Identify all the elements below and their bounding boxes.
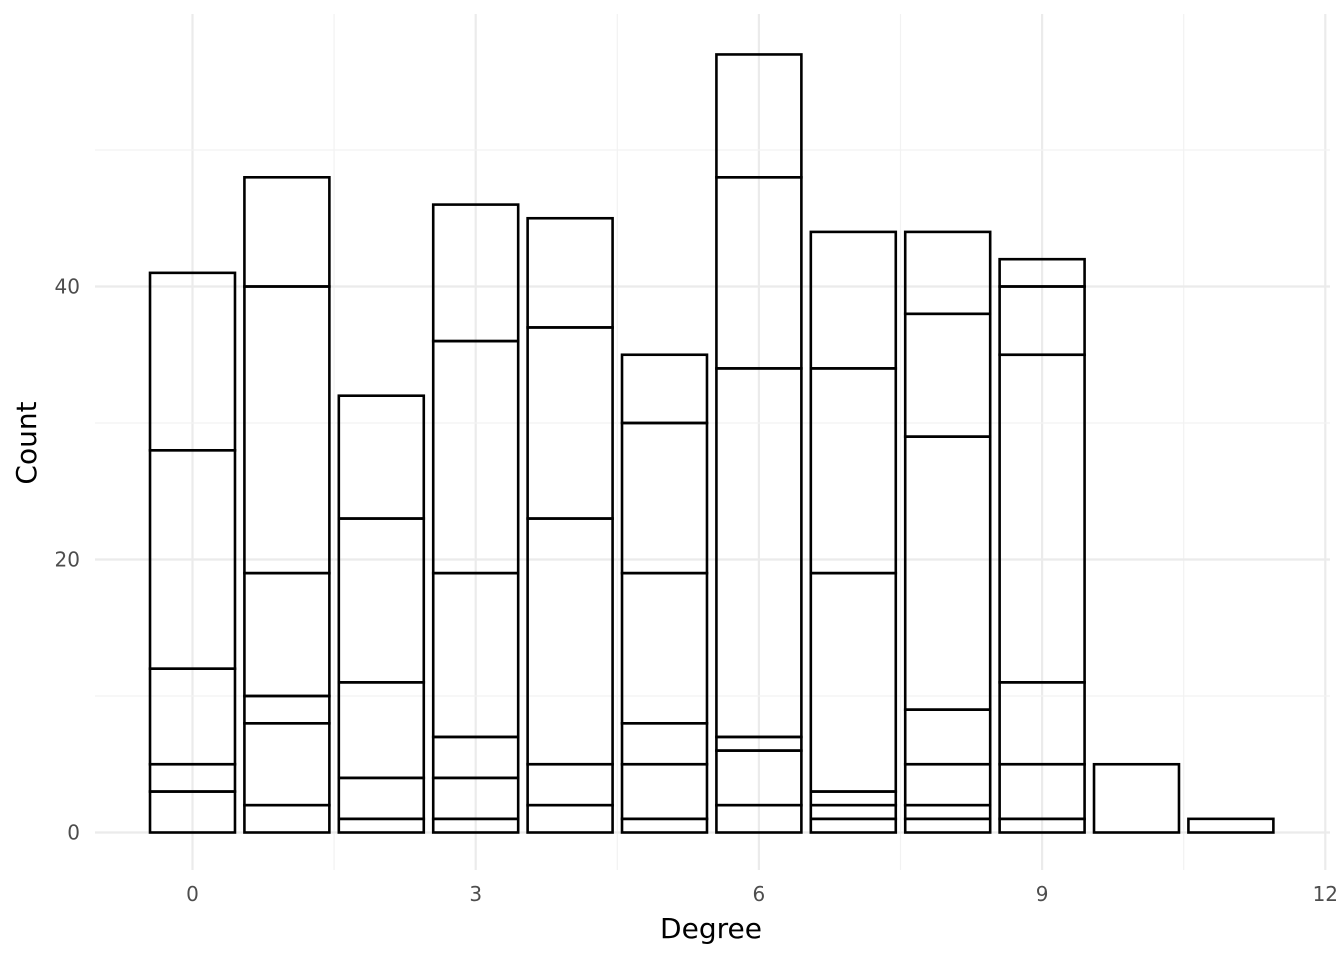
bar-segment	[903, 817, 992, 834]
bar-segment	[1092, 762, 1181, 834]
bar-segment	[337, 776, 426, 821]
x-tick-label: 3	[469, 882, 482, 906]
bar-segment	[620, 571, 709, 725]
bar-segment	[337, 817, 426, 834]
bar-segment	[809, 803, 898, 821]
bar-8	[903, 230, 992, 834]
bar-segment	[903, 435, 992, 711]
bar-11	[1187, 817, 1275, 834]
x-tick-label: 12	[1313, 882, 1338, 906]
x-tick-label: 6	[753, 882, 766, 906]
bar-segment	[903, 312, 992, 438]
bar-segment	[620, 353, 709, 425]
bar-segment	[526, 762, 614, 807]
bar-segment	[243, 176, 331, 288]
y-tick-label: 0	[67, 821, 80, 845]
bar-segment	[620, 817, 709, 834]
bar-segment	[526, 216, 614, 329]
bar-segment	[431, 203, 520, 343]
bar-segment	[809, 790, 898, 807]
bar-segment	[243, 721, 331, 807]
bar-segment	[337, 394, 426, 520]
bar-5	[620, 353, 709, 834]
x-axis-title: Degree	[660, 912, 762, 945]
bar-4	[526, 216, 614, 834]
tick-labels: 0 3 6 9 12 0 20 40	[55, 275, 1338, 907]
bar-10	[1092, 762, 1181, 834]
bar-3	[431, 203, 520, 834]
bar-segment	[243, 694, 331, 725]
x-tick-label: 0	[186, 882, 199, 906]
bar-segment	[620, 721, 709, 766]
bar-segment	[903, 803, 992, 821]
y-axis-title: Count	[10, 401, 43, 484]
bar-segment	[809, 367, 898, 575]
bar-segment	[620, 762, 709, 821]
y-tick-label: 40	[55, 275, 80, 299]
bar-segment	[243, 803, 331, 834]
bar-segment	[809, 817, 898, 834]
bars	[148, 53, 1275, 834]
bar-segment	[809, 230, 898, 370]
grid	[95, 14, 1330, 870]
bar-7	[809, 230, 898, 834]
bar-segment	[337, 681, 426, 780]
bar-segment	[903, 230, 992, 316]
bar-6	[715, 53, 803, 834]
x-tick-label: 9	[1036, 882, 1049, 906]
bar-segment	[903, 762, 992, 807]
y-tick-label: 20	[55, 548, 80, 572]
bar-segment	[526, 803, 614, 834]
bar-segment	[526, 517, 614, 766]
bar-segment	[715, 53, 803, 179]
bar-1	[243, 176, 331, 834]
bar-segment	[903, 708, 992, 766]
bar-segment	[1187, 817, 1275, 834]
bar-segment	[148, 271, 237, 452]
bar-2	[337, 394, 426, 834]
bar-0	[148, 271, 237, 834]
bar-segment	[809, 571, 898, 793]
bar-9	[998, 257, 1086, 834]
bar-segment	[998, 257, 1086, 288]
bar-segment	[243, 285, 331, 575]
bar-segment	[243, 571, 331, 698]
bar-segment	[337, 517, 426, 684]
bar-segment	[620, 421, 709, 575]
